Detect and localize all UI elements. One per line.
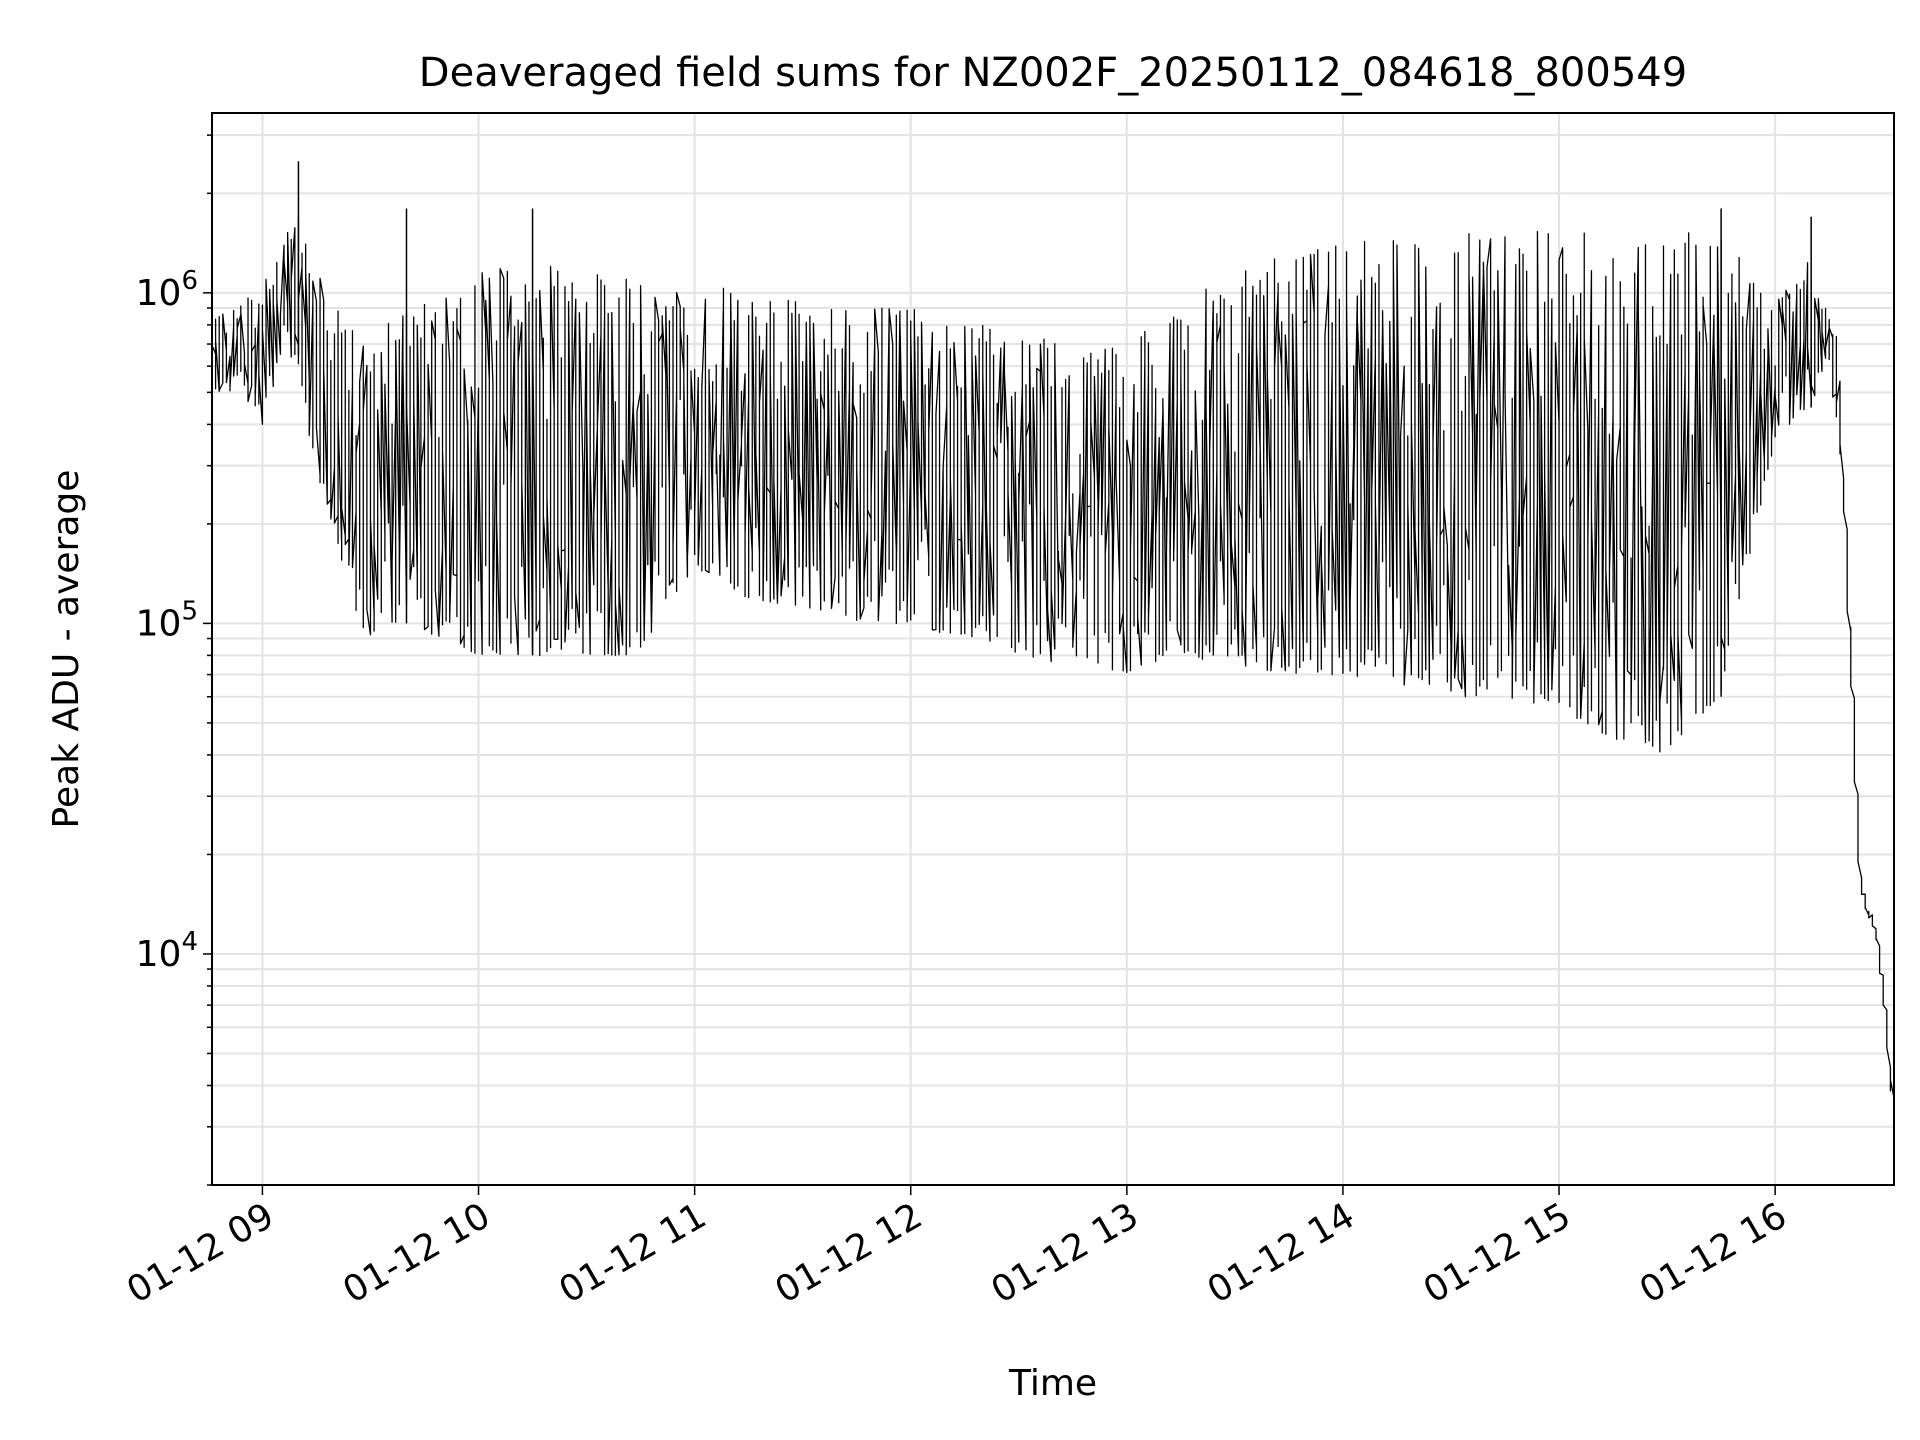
- x-axis-label: Time: [1008, 1363, 1097, 1404]
- y-tick-exponent: 5: [181, 596, 198, 626]
- y-tick-base: 10: [136, 603, 182, 644]
- y-tick-exponent: 6: [181, 266, 198, 296]
- plot-area-frame: [211, 112, 1895, 1186]
- y-tick-base: 10: [136, 934, 182, 975]
- y-tick-base: 10: [136, 273, 182, 314]
- y-tick-label: 104: [136, 927, 198, 975]
- y-tick-exponent: 4: [181, 927, 198, 957]
- chart-title: Deaveraged field sums for NZ002F_2025011…: [419, 50, 1687, 96]
- series-line: [211, 217, 1895, 1098]
- series-layer: [211, 161, 1895, 1098]
- y-axis-label: Peak ADU - average: [46, 470, 87, 829]
- y-tick-label: 105: [136, 596, 198, 644]
- y-tick-label: 106: [136, 266, 198, 314]
